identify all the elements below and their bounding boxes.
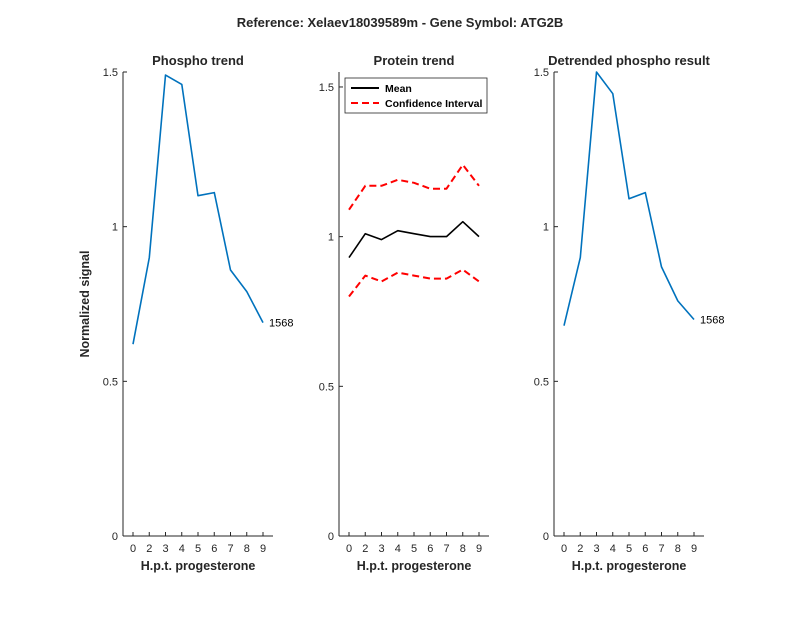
legend: Mean Confidence Interval — [344, 77, 488, 114]
y-tick-label: 0 — [543, 531, 549, 543]
x-tick-label: 2 — [577, 543, 583, 555]
legend-box — [344, 77, 488, 114]
figure-suptitle: Reference: Xelaev18039589m - Gene Symbol… — [237, 15, 564, 30]
x-tick-label: 9 — [691, 543, 697, 555]
y-tick-label: 0.5 — [103, 376, 118, 388]
subplot-title: Detrended phospho result — [548, 53, 710, 68]
x-tick-label: 0 — [346, 543, 352, 555]
x-tick-label: 7 — [658, 543, 664, 555]
x-tick-label: 7 — [443, 543, 449, 555]
x-tick-label: 0 — [561, 543, 567, 555]
y-tick-label: 1 — [543, 222, 549, 234]
series-end-label: 1568 — [269, 318, 293, 330]
y-tick-label: 1.5 — [103, 67, 118, 79]
x-tick-label: 8 — [675, 543, 681, 555]
x-tick-label: 9 — [476, 543, 482, 555]
x-tick-label: 3 — [378, 543, 384, 555]
x-tick-label: 3 — [593, 543, 599, 555]
x-tick-label: 5 — [411, 543, 417, 555]
x-tick-label: 6 — [427, 543, 433, 555]
x-axis-label: H.p.t. progesterone — [141, 559, 256, 573]
x-tick-label: 2 — [146, 543, 152, 555]
series-line-phospho — [132, 74, 264, 345]
x-tick-label: 5 — [626, 543, 632, 555]
x-tick-label: 7 — [227, 543, 233, 555]
y-tick-label: 0.5 — [534, 376, 549, 388]
x-tick-label: 2 — [362, 543, 368, 555]
x-tick-label: 8 — [460, 543, 466, 555]
y-tick-label: 1.5 — [534, 67, 549, 79]
y-tick-label: 0 — [112, 531, 118, 543]
x-tick-label: 6 — [642, 543, 648, 555]
y-tick-label: 0 — [328, 531, 334, 543]
legend-entry-label: Confidence Interval — [385, 98, 483, 110]
x-axis-label: H.p.t. progesterone — [357, 559, 472, 573]
x-tick-label: 9 — [260, 543, 266, 555]
y-tick-label: 1.5 — [319, 82, 334, 94]
x-tick-label: 6 — [211, 543, 217, 555]
x-tick-label: 0 — [130, 543, 136, 555]
series-end-label: 1568 — [700, 314, 724, 326]
series-line-mean — [348, 220, 480, 259]
x-tick-label: 8 — [244, 543, 250, 555]
x-tick-label: 5 — [195, 543, 201, 555]
x-tick-label: 4 — [179, 543, 185, 555]
x-tick-label: 4 — [610, 543, 616, 555]
x-tick-label: 4 — [395, 543, 401, 555]
y-tick-label: 0.5 — [319, 381, 334, 393]
series-line-confidence-interval — [348, 163, 480, 211]
subplot-title: Protein trend — [374, 53, 455, 68]
y-tick-label: 1 — [328, 232, 334, 244]
series-line-confidence-lower — [348, 268, 480, 298]
x-axis-label: H.p.t. progesterone — [572, 559, 687, 573]
series-line-phospho — [563, 71, 695, 326]
y-axis-label: Normalized signal — [78, 251, 92, 358]
y-tick-label: 1 — [112, 222, 118, 234]
subplot-title: Phospho trend — [152, 53, 244, 68]
legend-entry-label: Mean — [385, 83, 412, 95]
x-tick-label: 3 — [162, 543, 168, 555]
